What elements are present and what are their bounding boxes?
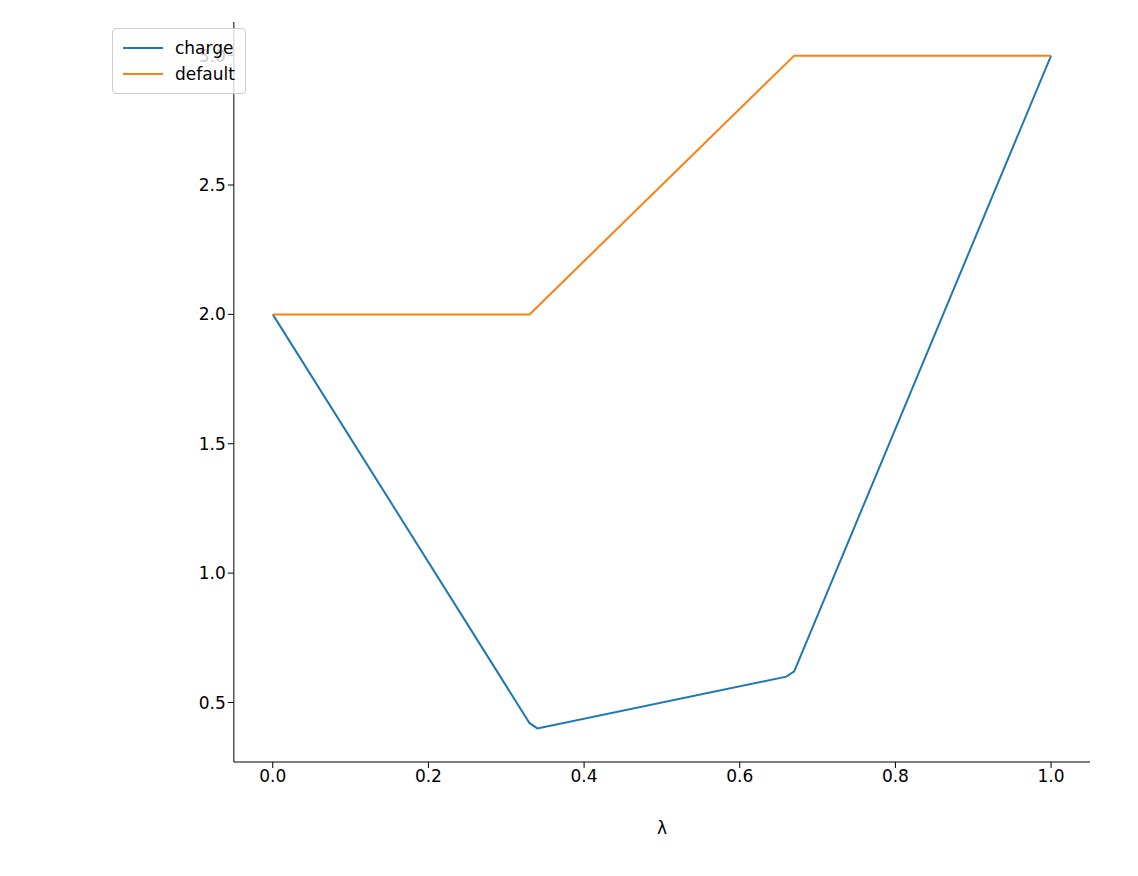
svg-text:λ: λ [657,818,667,838]
svg-text:3.0: 3.0 [199,46,226,66]
svg-text:1.0: 1.0 [1038,766,1065,786]
svg-text:0.5: 0.5 [199,693,226,713]
svg-text:1.0: 1.0 [199,563,226,583]
svg-text:0.6: 0.6 [726,766,753,786]
svg-text:2.5: 2.5 [199,175,226,195]
svg-text:0.2: 0.2 [415,766,442,786]
svg-text:1.5: 1.5 [199,434,226,454]
svg-text:0.0: 0.0 [259,766,286,786]
svg-text:0.8: 0.8 [882,766,909,786]
svg-text:0.4: 0.4 [571,766,598,786]
svg-text:2.0: 2.0 [199,304,226,324]
